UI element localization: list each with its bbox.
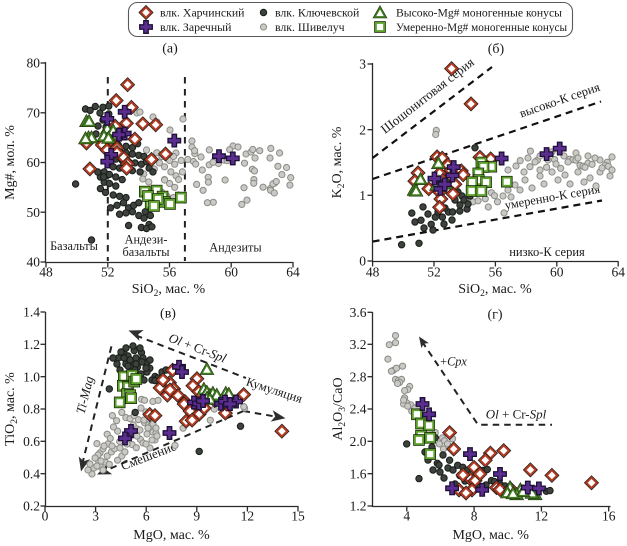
svg-text:низко-К серия: низко-К серия <box>509 245 585 259</box>
svg-text:3: 3 <box>359 57 366 72</box>
svg-text:52: 52 <box>427 265 441 280</box>
svg-text:1.2: 1.2 <box>23 337 40 352</box>
svg-text:Mg#, мол. %: Mg#, мол. % <box>3 125 18 200</box>
svg-text:TiO2, мас. %: TiO2, мас. % <box>3 372 20 446</box>
svg-text:15: 15 <box>291 509 305 524</box>
svg-text:2.0: 2.0 <box>350 434 367 449</box>
svg-text:50: 50 <box>27 205 41 220</box>
svg-text:56: 56 <box>489 265 503 280</box>
svg-text:(б): (б) <box>488 42 505 57</box>
svg-text:1.6: 1.6 <box>350 466 367 481</box>
svg-text:12: 12 <box>535 509 549 524</box>
svg-text:K2O, мас. %: K2O, мас. % <box>330 126 347 198</box>
svg-text:Ol + Cr-Spl: Ol + Cr-Spl <box>486 406 547 421</box>
svg-text:2.8: 2.8 <box>350 369 367 384</box>
svg-text:4: 4 <box>403 509 410 524</box>
svg-text:0: 0 <box>42 509 49 524</box>
svg-text:SiO2, мас. %: SiO2, мас. % <box>458 282 532 299</box>
svg-text:80: 80 <box>27 56 41 71</box>
svg-text:MgO, мас. %: MgO, мас. % <box>133 528 210 543</box>
svg-text:12: 12 <box>241 509 255 524</box>
svg-text:8: 8 <box>471 509 478 524</box>
svg-text:52: 52 <box>101 265 115 280</box>
svg-text:6: 6 <box>143 509 150 524</box>
svg-text:(г): (г) <box>487 308 502 323</box>
svg-text:60: 60 <box>224 265 238 280</box>
svg-text:3.2: 3.2 <box>350 337 367 352</box>
svg-text:48: 48 <box>366 265 380 280</box>
svg-text:Андезиты: Андезиты <box>209 241 261 255</box>
svg-text:0: 0 <box>359 254 366 269</box>
svg-text:2.4: 2.4 <box>350 402 367 417</box>
svg-text:16: 16 <box>602 509 616 524</box>
svg-text:Базальты: Базальты <box>50 239 98 253</box>
svg-text:0.2: 0.2 <box>23 499 40 514</box>
svg-text:40: 40 <box>27 255 41 270</box>
svg-text:1: 1 <box>359 188 366 203</box>
svg-text:0.6: 0.6 <box>23 434 40 449</box>
svg-text:3: 3 <box>92 509 99 524</box>
svg-text:влк. Заречный: влк. Заречный <box>160 20 232 34</box>
svg-text:1.4: 1.4 <box>23 305 40 320</box>
svg-text:60: 60 <box>27 155 41 170</box>
svg-text:влк. Харчинский: влк. Харчинский <box>160 6 245 20</box>
svg-text:влк. Ключевской: влк. Ключевской <box>275 6 360 20</box>
svg-text:48: 48 <box>39 265 53 280</box>
svg-text:Андези-: Андези- <box>125 233 168 247</box>
svg-text:2: 2 <box>359 122 366 137</box>
svg-text:(в): (в) <box>160 307 176 322</box>
svg-text:Высоко-Mg# моногенные конусы: Высоко-Mg# моногенные конусы <box>396 6 562 20</box>
svg-text:64: 64 <box>286 265 300 280</box>
svg-text:64: 64 <box>611 265 625 280</box>
svg-text:1.0: 1.0 <box>23 369 40 384</box>
svg-text:+Cpx: +Cpx <box>440 355 467 369</box>
svg-text:базальты: базальты <box>122 245 169 259</box>
svg-text:60: 60 <box>550 265 564 280</box>
svg-text:MgO, мас. %: MgO, мас. % <box>452 528 529 543</box>
svg-text:0.4: 0.4 <box>23 466 40 481</box>
svg-text:Умеренно-Mg# моногенные конусы: Умеренно-Mg# моногенные конусы <box>396 20 567 34</box>
svg-text:0.8: 0.8 <box>23 402 40 417</box>
svg-text:(а): (а) <box>162 42 178 57</box>
svg-text:SiO2, мас. %: SiO2, мас. % <box>132 282 206 299</box>
svg-text:влк. Шивелуч: влк. Шивелуч <box>275 20 345 34</box>
svg-text:3.6: 3.6 <box>350 305 367 320</box>
svg-text:56: 56 <box>163 265 177 280</box>
svg-text:9: 9 <box>193 509 200 524</box>
svg-text:1.2: 1.2 <box>350 499 367 514</box>
svg-text:70: 70 <box>27 106 41 121</box>
